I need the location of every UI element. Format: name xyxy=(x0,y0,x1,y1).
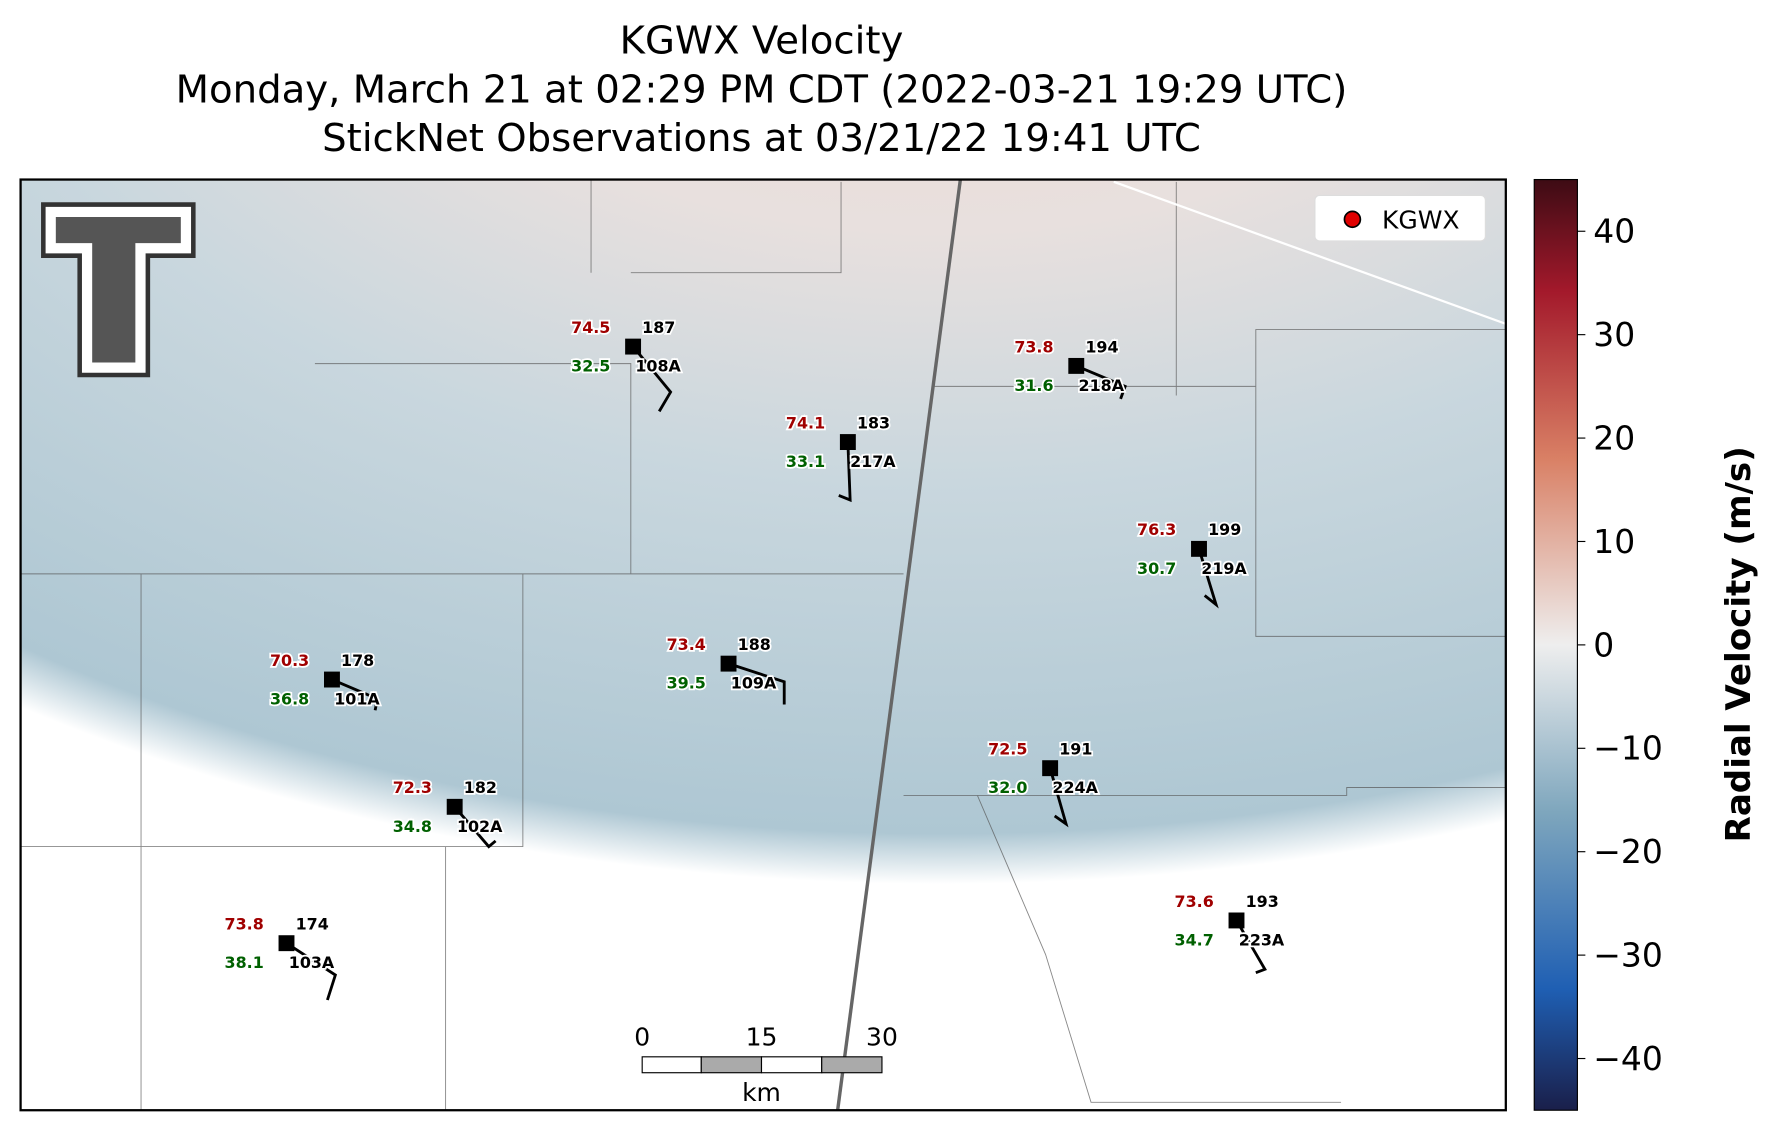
wind-barb xyxy=(285,941,338,1001)
station-number: 191 xyxy=(1059,740,1092,759)
wind-barb xyxy=(1197,548,1219,609)
station-number: 187 xyxy=(642,318,675,337)
wind-barb xyxy=(838,441,852,503)
wind-barb xyxy=(631,345,673,413)
temperature: 76.3 xyxy=(1137,520,1176,539)
station-number: 194 xyxy=(1085,337,1118,356)
temperature: 73.6 xyxy=(1175,892,1214,911)
stations: 74.5 32.5 187 108A 74.1 33.1 183 217A 73.8 31.6 19… xyxy=(223,316,1287,1001)
subtitle: Monday, March 21 at 02:29 PM CDT (2022-0… xyxy=(176,67,1348,112)
station-marker xyxy=(839,434,856,450)
temperature: 73.8 xyxy=(1014,337,1053,356)
wind-barb xyxy=(728,662,786,705)
station-number: 183 xyxy=(857,413,890,432)
dewpoint: 32.5 xyxy=(571,357,610,376)
legend: KGWX xyxy=(1314,194,1486,242)
temperature: 73.4 xyxy=(667,635,706,654)
dewpoint: 36.8 xyxy=(270,690,309,709)
wind-barb xyxy=(1235,919,1267,975)
title: KGWX Velocity xyxy=(620,18,904,63)
dewpoint: 34.8 xyxy=(393,817,432,836)
station-id: 102A xyxy=(457,817,503,836)
station-marker xyxy=(1068,357,1085,374)
colorbar-tick-label: 40 xyxy=(1593,212,1635,251)
station-id: 224A xyxy=(1052,778,1098,797)
colorbar-tick-label: 30 xyxy=(1593,315,1635,354)
temperature: 74.5 xyxy=(571,318,610,337)
dewpoint: 38.1 xyxy=(225,953,264,972)
scale-label: 15 xyxy=(746,1022,778,1051)
station-marker xyxy=(324,671,340,688)
colorbar-tick-label: 10 xyxy=(1593,522,1635,561)
dewpoint: 39.5 xyxy=(667,674,706,693)
ttu-logo xyxy=(41,202,196,378)
wind-barb xyxy=(331,678,380,711)
station-id: 109A xyxy=(731,674,777,693)
wind-barb xyxy=(1075,364,1127,400)
station-marker xyxy=(1228,912,1245,929)
station-marker xyxy=(278,935,295,952)
legend-marker xyxy=(1343,210,1362,229)
dewpoint: 33.1 xyxy=(786,452,825,471)
station-id: 219A xyxy=(1201,559,1247,578)
temperature: 72.3 xyxy=(393,778,432,797)
station-number: 178 xyxy=(341,651,374,670)
colorbar-tick-label: 0 xyxy=(1593,625,1614,664)
station-marker xyxy=(446,798,463,815)
station-number: 199 xyxy=(1208,520,1241,539)
wind-barb xyxy=(453,805,497,849)
station-id: 101A xyxy=(334,690,380,709)
station-number: 174 xyxy=(296,915,329,934)
legend-label: KGWX xyxy=(1382,205,1460,234)
temperature: 74.1 xyxy=(786,413,825,432)
colorbar-label: Radial Velocity (m/s) xyxy=(1719,446,1759,842)
station-marker xyxy=(625,338,642,355)
colorbar-tick-label: −10 xyxy=(1593,729,1663,768)
legend-box xyxy=(1314,194,1486,242)
station-id: 223A xyxy=(1239,930,1285,949)
wind-barb xyxy=(1048,767,1069,828)
colorbar xyxy=(1533,178,1578,1111)
station-id: 103A xyxy=(289,953,335,972)
station-id: 108A xyxy=(635,357,681,376)
station-number: 182 xyxy=(464,778,497,797)
temperature: 73.8 xyxy=(225,915,264,934)
station-number: 188 xyxy=(738,635,771,654)
station-id: 218A xyxy=(1079,376,1125,395)
station-marker xyxy=(720,655,737,672)
county-lines xyxy=(20,179,1506,1111)
colorbar-tick-label: −20 xyxy=(1593,832,1663,871)
colorbar-tick-label: −30 xyxy=(1593,935,1663,974)
colorbar-tick-label: −40 xyxy=(1593,1039,1663,1078)
dewpoint: 31.6 xyxy=(1014,376,1053,395)
state-line xyxy=(835,179,963,1111)
scale-bar: 0 15 30 km xyxy=(634,1022,898,1107)
scale-label: 0 xyxy=(634,1022,650,1051)
road xyxy=(1113,180,1506,325)
temperature: 72.5 xyxy=(988,740,1027,759)
station-marker xyxy=(1042,760,1059,777)
scale-label: 30 xyxy=(866,1022,898,1051)
obs-time: StickNet Observations at 03/21/22 19:41 … xyxy=(322,116,1201,161)
dewpoint: 30.7 xyxy=(1137,559,1176,578)
dewpoint: 34.7 xyxy=(1175,930,1214,949)
scale-unit: km xyxy=(742,1078,781,1107)
colorbar-tick-label: 20 xyxy=(1593,418,1635,457)
station-id: 217A xyxy=(850,452,896,471)
colorbar-ticks: −40 −30 −20 −10 0 10 20 30 40 xyxy=(1577,212,1663,1078)
temperature: 70.3 xyxy=(270,651,309,670)
station-number: 193 xyxy=(1246,892,1279,911)
station-marker xyxy=(1191,540,1207,557)
dewpoint: 32.0 xyxy=(988,778,1027,797)
map-frame xyxy=(19,178,1507,1112)
